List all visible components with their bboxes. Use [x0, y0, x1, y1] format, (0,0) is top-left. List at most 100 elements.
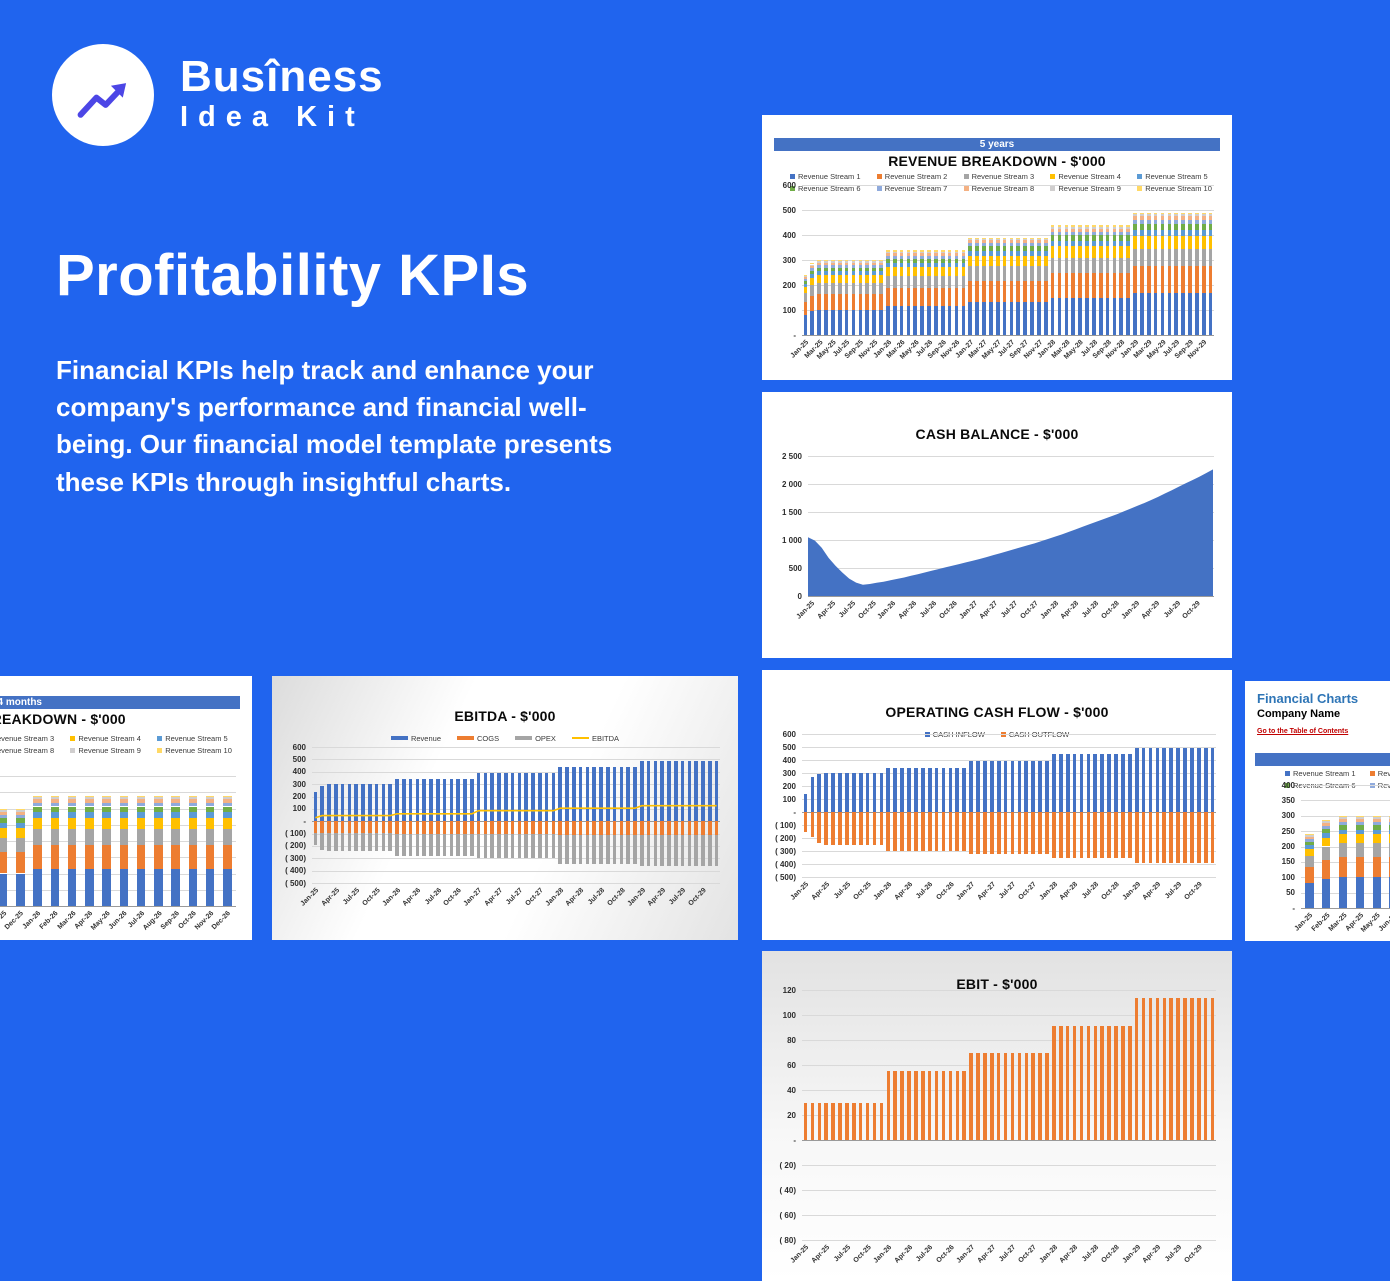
bar-segment [1146, 216, 1151, 220]
bar-segment [205, 802, 215, 807]
bar-segment [1201, 223, 1206, 230]
bar-segment [1037, 280, 1041, 302]
bar-segment [1112, 246, 1117, 258]
bar-segment [1091, 257, 1096, 274]
bar-segment [1153, 223, 1158, 230]
gridline [808, 596, 1214, 597]
bar-segment [1174, 229, 1179, 237]
bar-segment [941, 812, 946, 851]
chart-title: EBITDA - $'000 [454, 708, 556, 724]
y-tick-label: 100 [1281, 872, 1295, 882]
bar-segment [469, 779, 474, 822]
x-tick-label: Jan-28 [1039, 600, 1060, 621]
x-tick-label: Jan-29 [1120, 1244, 1142, 1265]
bar-segment [1208, 248, 1213, 266]
bar-segment [205, 868, 215, 906]
x-tick-label: Oct-28 [1100, 600, 1121, 621]
bar-segment [824, 260, 828, 262]
bar-segment [1002, 280, 1007, 302]
bar-segment [1064, 297, 1069, 335]
bar-segment [831, 262, 835, 265]
y-tick-label: 200 [292, 792, 306, 801]
bar-segment [33, 797, 42, 800]
bar-segment [1105, 273, 1110, 298]
bar-segment [592, 821, 596, 835]
gridline [312, 821, 720, 823]
bar-segment [1119, 235, 1124, 241]
panel-financial-charts: Financial Charts Company Name Go to the … [1245, 681, 1390, 941]
bar-segment [16, 818, 25, 824]
bar-segment [1031, 812, 1036, 854]
bar-segment [67, 817, 77, 829]
gridline [802, 799, 1216, 800]
bar-segment [223, 799, 232, 803]
bar-segment [1037, 256, 1041, 267]
bar-segment [347, 821, 352, 833]
bar-segment [968, 246, 973, 252]
bar-segment [67, 799, 77, 803]
bar-segment [67, 806, 77, 812]
y-tick-label: ( 300) [775, 846, 796, 856]
bar-segment [119, 797, 129, 800]
bar-segment [1208, 219, 1213, 224]
bar-segment [154, 806, 163, 812]
bar-segment [1010, 1052, 1015, 1140]
chart-title: OPERATING CASH FLOW - $'000 [885, 704, 1109, 720]
legend-marker [790, 173, 795, 179]
bar-segment [803, 302, 808, 315]
bar-segment [996, 1052, 1001, 1140]
bar-segment [660, 821, 664, 836]
bar-segment [1167, 223, 1172, 230]
bar-segment [988, 246, 993, 252]
bar-segment [429, 779, 433, 822]
bar-segment [469, 833, 474, 856]
bar-segment [920, 255, 925, 259]
bar-segment [449, 833, 454, 856]
bar-segment [810, 295, 815, 312]
bar-segment [1153, 229, 1158, 237]
bar-segment [817, 293, 822, 311]
bar-segment [1167, 229, 1172, 237]
gridline [802, 1240, 1216, 1241]
bar-segment [1372, 829, 1381, 835]
table-of-contents-link[interactable]: Go to the Table of Contents [1257, 728, 1349, 735]
bar-segment [1169, 812, 1174, 863]
bar-segment [1181, 293, 1185, 335]
bar-segment [906, 306, 911, 336]
bar-segment [223, 817, 232, 829]
bar-segment [1153, 266, 1158, 293]
bar-segment [1126, 297, 1131, 335]
bar-segment [1146, 214, 1151, 217]
bar-segment [1201, 248, 1206, 266]
bar-segment [1003, 812, 1008, 854]
bar-segment [33, 812, 42, 818]
bar-segment [906, 250, 911, 252]
bar-segment [442, 821, 447, 834]
x-tick-label: Jan-27 [958, 600, 979, 621]
bar-segment [578, 834, 583, 865]
bar-segment [422, 779, 426, 822]
bar-segment [1322, 837, 1331, 847]
bar-segment [872, 265, 876, 268]
bar-segment [1038, 812, 1042, 854]
bar-segment [893, 812, 898, 851]
bar-segment [1078, 246, 1082, 258]
bar-segment [1085, 228, 1089, 232]
bar-segment [1050, 226, 1055, 229]
bar-segment [995, 280, 1000, 302]
bar-segment [995, 240, 1000, 244]
chart-legend: Revenue Stream 1 Revenue Stream 2 Revenue … [790, 170, 1224, 194]
bar-segment [1194, 216, 1199, 220]
gridline [802, 734, 1216, 735]
bar-segment [456, 821, 460, 834]
y-tick-label: 600 [782, 180, 796, 190]
bar-segment [865, 773, 870, 812]
bar-segment [1338, 834, 1348, 844]
y-tick-label: ( 20) [779, 1160, 796, 1170]
bar-segment [851, 260, 856, 262]
bar-segment [865, 310, 870, 335]
bar-segment [1107, 1026, 1111, 1141]
bar-segment [340, 821, 345, 833]
bar-segment [913, 267, 918, 276]
bar-segment [1194, 236, 1199, 249]
